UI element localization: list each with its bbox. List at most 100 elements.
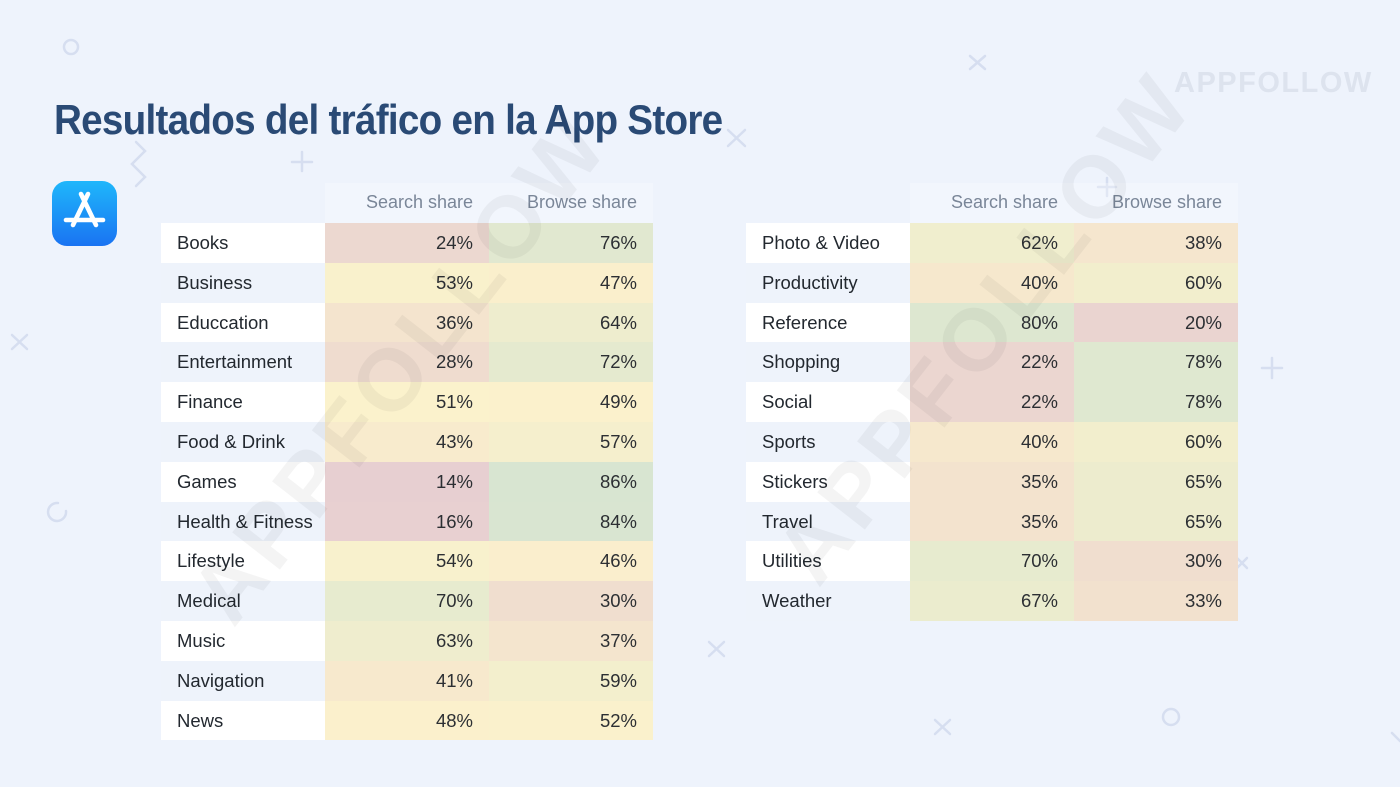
search-share-cell: 41% — [325, 660, 489, 701]
table-row: Social Networking22%78% — [746, 382, 1238, 452]
row-category: Food & Drink — [161, 421, 325, 462]
search-share-cell: 67% — [910, 581, 1074, 621]
browse-share-cell: 64% — [489, 302, 653, 343]
browse-share-cell: 65% — [1074, 461, 1238, 502]
table-header: Search share Browse share — [746, 183, 1238, 223]
table-row: Books 24% 76% — [161, 223, 653, 263]
header-category — [746, 183, 910, 223]
row-category: Medical — [161, 581, 325, 621]
table-body: Books 24% 76% Business 53% 47% Educcation 36% 64… — [161, 223, 653, 741]
browse-share-cell: 59% — [489, 660, 653, 701]
search-share-cell: 16% — [325, 501, 489, 542]
row-category: Photo & Video — [746, 223, 910, 263]
row-category: Sports — [746, 421, 910, 462]
browse-share-cell: 76% — [489, 223, 653, 263]
browse-share-cell: 84% — [489, 501, 653, 542]
page-title: Resultados del tráfico en la App Store — [54, 96, 723, 143]
row-category: Navigation — [161, 660, 325, 701]
table-row: Navigation 41% 59% — [161, 660, 653, 701]
traffic-table-right: Search share Browse share Photo & Video 6… — [746, 183, 1238, 621]
row-category: Weather — [746, 581, 910, 621]
table-row: Entertainment 28% 72% — [161, 342, 653, 383]
browse-share-cell: 57% — [489, 421, 653, 462]
search-share-cell: 35% — [910, 501, 1074, 542]
search-share-cell: 14% — [325, 461, 489, 502]
table-row: Finance 51% 49% — [161, 382, 653, 422]
search-share-cell: 80% — [910, 302, 1074, 343]
table-row: Health & Fitness 16% 84% — [161, 501, 653, 542]
traffic-table-left: Search share Browse share Books 24% 76% Bus… — [161, 183, 653, 741]
table-row: News 48% 52% — [161, 700, 653, 741]
browse-share-cell: 46% — [489, 541, 653, 582]
search-share-cell: 40% — [910, 262, 1074, 303]
header-browse-share: Browse share — [489, 183, 653, 223]
search-share-cell: 35% — [910, 461, 1074, 502]
row-category: Lifestyle — [161, 541, 325, 582]
row-category: Travel — [746, 501, 910, 542]
table-row: Business 53% 47% — [161, 262, 653, 303]
table-row: Sports 40% 60% — [746, 421, 1238, 462]
table-row: Productivity 40% 60% — [746, 262, 1238, 303]
browse-share-cell: 52% — [489, 700, 653, 741]
row-category: Music — [161, 620, 325, 661]
search-share-cell: 48% — [325, 700, 489, 741]
browse-share-cell: 72% — [489, 342, 653, 383]
browse-share-cell: 47% — [489, 262, 653, 303]
search-share-cell: 43% — [325, 421, 489, 462]
search-share-cell: 70% — [325, 581, 489, 621]
browse-share-cell: 78% — [1074, 342, 1238, 383]
table-row: Games 14% 86% — [161, 461, 653, 502]
browse-share-cell: 30% — [1074, 541, 1238, 582]
header-search-share: Search share — [910, 183, 1074, 223]
table-row: Music 63% 37% — [161, 620, 653, 661]
search-share-cell: 70% — [910, 541, 1074, 582]
header-category — [161, 183, 325, 223]
search-share-cell: 40% — [910, 421, 1074, 462]
table-header: Search share Browse share — [161, 183, 653, 223]
table-body: Photo & Video 62% 38% Productivity 40% 60% Ref… — [746, 223, 1238, 621]
row-category: Reference — [746, 302, 910, 343]
search-share-cell: 24% — [325, 223, 489, 263]
browse-share-cell: 30% — [489, 581, 653, 621]
row-category: Social Networking — [746, 382, 910, 452]
search-share-cell: 63% — [325, 620, 489, 661]
search-share-cell: 28% — [325, 342, 489, 383]
table-row: Reference 80% 20% — [746, 302, 1238, 343]
row-category: Shopping — [746, 342, 910, 383]
browse-share-cell: 20% — [1074, 302, 1238, 343]
table-row: Medical 70% 30% — [161, 581, 653, 621]
search-share-cell: 22% — [910, 382, 1074, 422]
search-share-cell: 36% — [325, 302, 489, 343]
browse-share-cell: 60% — [1074, 421, 1238, 462]
table-row: Weather 67% 33% — [746, 581, 1238, 621]
row-category: Entertainment — [161, 342, 325, 383]
table-row: Educcation 36% 64% — [161, 302, 653, 343]
browse-share-cell: 86% — [489, 461, 653, 502]
row-category: Business — [161, 262, 325, 303]
table-row: Travel 35% 65% — [746, 501, 1238, 542]
header-browse-share: Browse share — [1074, 183, 1238, 223]
browse-share-cell: 37% — [489, 620, 653, 661]
search-share-cell: 62% — [910, 223, 1074, 263]
browse-share-cell: 65% — [1074, 501, 1238, 542]
row-category: News — [161, 700, 325, 741]
header-search-share: Search share — [325, 183, 489, 223]
browse-share-cell: 49% — [489, 382, 653, 422]
table-row: Photo & Video 62% 38% — [746, 223, 1238, 263]
search-share-cell: 53% — [325, 262, 489, 303]
row-category: Finance — [161, 382, 325, 422]
row-category: Games — [161, 461, 325, 502]
row-category: Productivity — [746, 262, 910, 303]
row-category: Stickers — [746, 461, 910, 502]
table-row: Lifestyle 54% 46% — [161, 541, 653, 582]
row-category: Utilities — [746, 541, 910, 582]
browse-share-cell: 60% — [1074, 262, 1238, 303]
search-share-cell: 51% — [325, 382, 489, 422]
search-share-cell: 22% — [910, 342, 1074, 383]
table-row: Stickers 35% 65% — [746, 461, 1238, 502]
row-category: Health & Fitness — [161, 501, 325, 542]
browse-share-cell: 38% — [1074, 223, 1238, 263]
table-row: Shopping 22% 78% — [746, 342, 1238, 383]
app-store-icon — [52, 181, 117, 246]
